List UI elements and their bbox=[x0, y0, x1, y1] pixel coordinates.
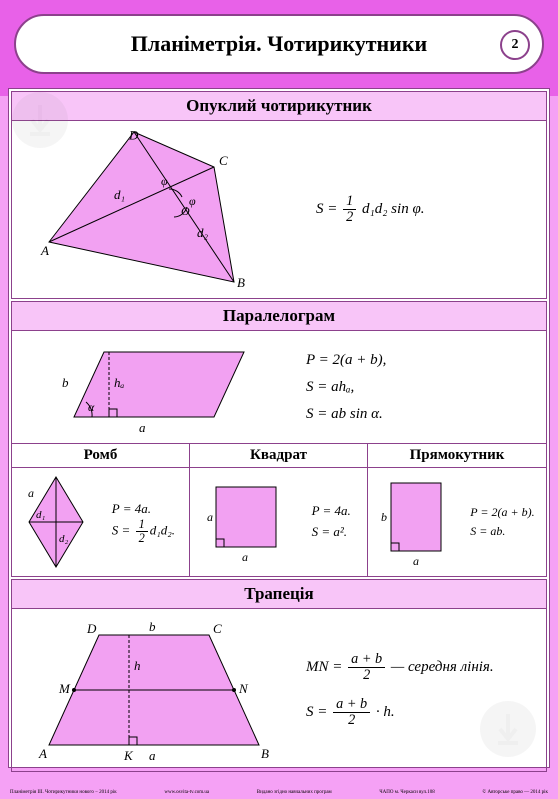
svg-text:φ: φ bbox=[161, 174, 168, 188]
svg-text:D: D bbox=[86, 621, 97, 636]
svg-text:a: a bbox=[242, 550, 248, 564]
svg-text:B: B bbox=[261, 746, 269, 761]
svg-text:d₁: d₁ bbox=[36, 509, 46, 521]
svg-text:d₂: d₂ bbox=[59, 533, 69, 545]
subcell-square: Квадрат a a P = 4a. S = a². bbox=[190, 444, 368, 576]
trapezoid-figure: A B C D M N K a b h bbox=[29, 615, 279, 765]
svg-text:b: b bbox=[149, 619, 156, 634]
section-convex: Опуклий чотирикутник A B C D O d₁ bbox=[11, 91, 547, 299]
rhombus-figure: a d₁ d₂ bbox=[26, 472, 86, 572]
rect-f1: P = 2(a + b). bbox=[470, 503, 534, 522]
svg-text:C: C bbox=[213, 621, 222, 636]
svg-text:C: C bbox=[219, 153, 228, 168]
svg-text:b: b bbox=[381, 510, 387, 524]
svg-text:a: a bbox=[28, 486, 34, 500]
section-title-convex: Опуклий чотирикутник bbox=[12, 92, 546, 121]
svg-text:h: h bbox=[134, 658, 141, 673]
convex-formula: S = 12 d₁d₂ sin φ. bbox=[306, 121, 546, 298]
svg-text:d₂: d₂ bbox=[197, 225, 209, 240]
rhombus-f2: S = 12d₁d₂. bbox=[112, 518, 175, 545]
rectangle-figure: b a bbox=[379, 475, 449, 570]
svg-text:hₐ: hₐ bbox=[114, 375, 125, 390]
rect-f2: S = ab. bbox=[470, 522, 534, 541]
subtitle-rhombus: Ромб bbox=[12, 444, 189, 468]
svg-text:N: N bbox=[238, 681, 249, 696]
svg-text:B: B bbox=[237, 275, 245, 290]
subcell-rhombus: Ромб a d₁ d₂ P = 4a. S = 12d₁d₂. bbox=[12, 444, 190, 576]
section-title-trapezoid: Трапеція bbox=[12, 580, 546, 609]
square-f2: S = a². bbox=[312, 522, 351, 543]
subtitle-square: Квадрат bbox=[190, 444, 367, 468]
svg-text:A: A bbox=[38, 746, 47, 761]
parallelogram-figure: a b hₐ α bbox=[44, 337, 264, 437]
rhombus-f1: P = 4a. bbox=[112, 499, 175, 519]
svg-text:a: a bbox=[207, 510, 213, 524]
subtitle-rectangle: Прямокутник bbox=[368, 444, 546, 468]
section-trapezoid: Трапеція A B C D M N bbox=[11, 579, 547, 772]
section-title-parallelogram: Паралелограм bbox=[12, 302, 546, 331]
svg-text:a: a bbox=[149, 748, 156, 763]
poster: Планіметрія. Чотирикутники 2 Опуклий чот… bbox=[0, 0, 558, 799]
subcell-rectangle: Прямокутник b a P = 2(a + b). S = ab. bbox=[368, 444, 546, 576]
square-f1: P = 4a. bbox=[312, 501, 351, 522]
svg-text:d₁: d₁ bbox=[114, 187, 125, 202]
svg-text:a: a bbox=[139, 420, 146, 435]
svg-text:D: D bbox=[128, 128, 139, 143]
svg-text:M: M bbox=[58, 681, 71, 696]
page-number-badge: 2 bbox=[500, 30, 530, 60]
square-figure: a a bbox=[206, 477, 281, 567]
header: Планіметрія. Чотирикутники 2 bbox=[14, 14, 544, 74]
svg-text:α: α bbox=[88, 400, 95, 414]
trapezoid-formulas: MN = a + b2 — середня лінія. S = a + b2 … bbox=[296, 609, 546, 771]
convex-quad-figure: A B C D O d₁ d₂ φ φ bbox=[39, 127, 279, 292]
svg-text:a: a bbox=[413, 554, 419, 568]
page-title: Планіметрія. Чотирикутники bbox=[131, 31, 427, 57]
section-parallelogram: Паралелограм a b hₐ α P = 2(a + b) bbox=[11, 301, 547, 577]
footer: Планіметрія ІІІ. Чотирикутники нового − … bbox=[10, 790, 548, 795]
svg-text:K: K bbox=[123, 748, 134, 763]
svg-text:b: b bbox=[62, 375, 69, 390]
svg-text:A: A bbox=[40, 243, 49, 258]
svg-text:φ: φ bbox=[189, 194, 196, 208]
content-area: Опуклий чотирикутник A B C D O d₁ bbox=[8, 88, 550, 768]
parallelogram-formulas: P = 2(a + b), S = ahₐ, S = ab sin α. bbox=[296, 331, 546, 443]
